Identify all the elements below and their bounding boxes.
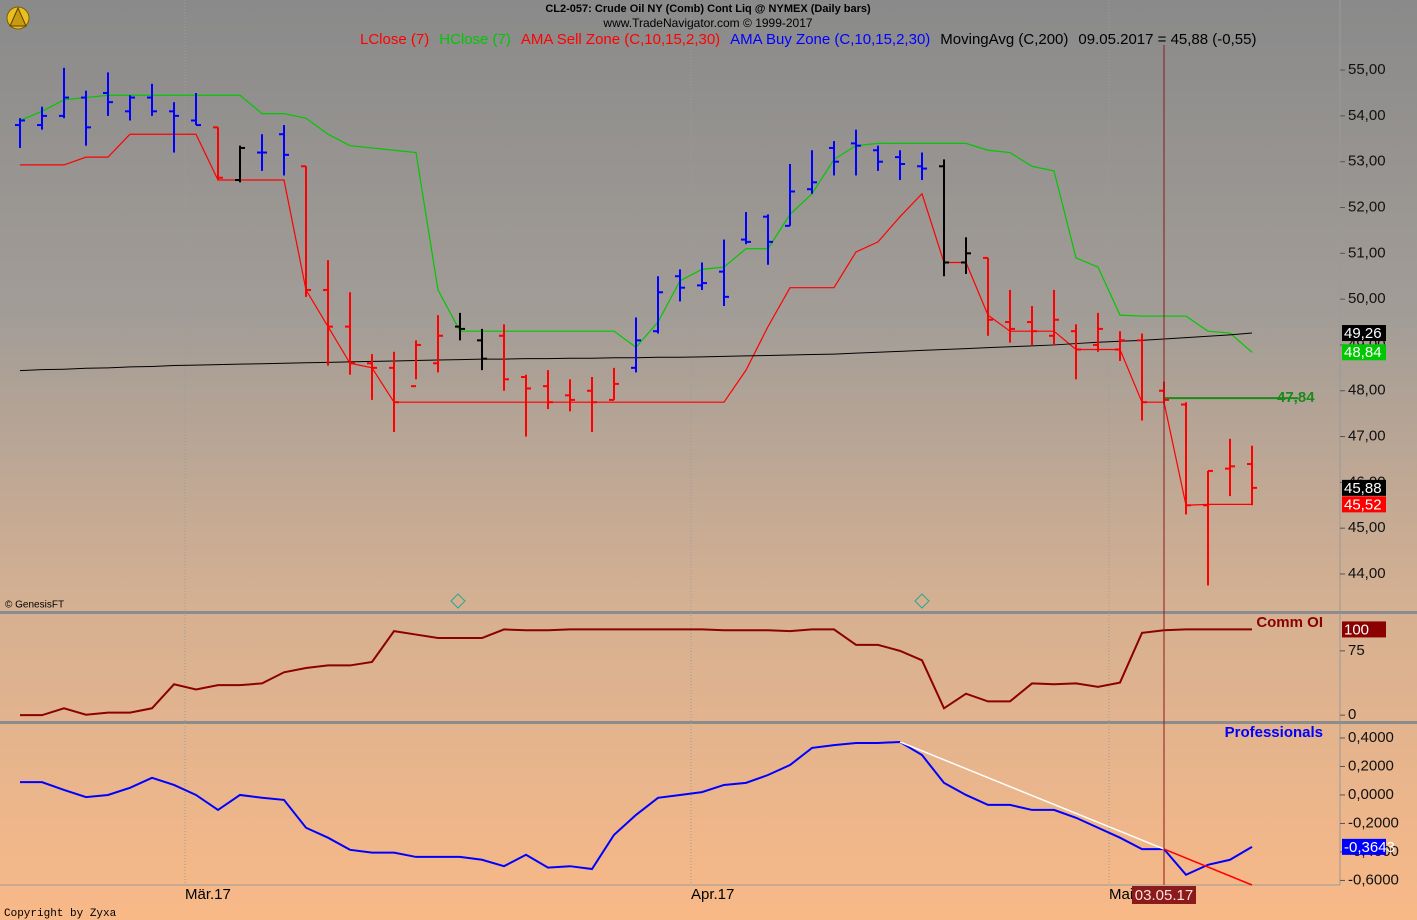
indicator-line: [20, 740, 1253, 876]
y-tick-label: 0,0000: [1348, 786, 1394, 803]
panel-title: Comm OI: [1256, 614, 1323, 631]
level-label: 47,84: [1277, 389, 1315, 406]
last-value-box: [1342, 325, 1386, 342]
last-value-label: 49,26: [1344, 325, 1382, 342]
y-tick-label: 0,4000: [1348, 729, 1394, 746]
chart-title: CL2-057: Crude Oil NY (Comb) Cont Liq @ …: [545, 3, 871, 15]
trend-line: [899, 741, 1165, 850]
y-tick-label: 52,00: [1348, 198, 1386, 215]
y-tick-label: 44,00: [1348, 565, 1386, 582]
legend-entry: MovingAvg (C,200): [940, 31, 1068, 48]
y-tick-label: 48,00: [1348, 382, 1386, 399]
y-tick-label: 47,00: [1348, 428, 1386, 445]
y-tick-label: -0,2000: [1348, 814, 1399, 831]
y-tick-label: 50,00: [1348, 290, 1386, 307]
y-tick-label: 51,00: [1348, 244, 1386, 261]
last-value-label: 100: [1344, 621, 1369, 638]
y-tick-label: 55,00: [1348, 61, 1386, 78]
panel-separator: [0, 611, 1417, 614]
y-tick-label: 53,00: [1348, 153, 1386, 170]
x-tick-label: Mär.17: [185, 886, 231, 903]
y-tick-label: 0: [1348, 706, 1356, 723]
y-tick-label: 75: [1348, 642, 1365, 659]
cursor-label: 03.05.17: [1135, 887, 1193, 904]
trend-line: [1163, 848, 1253, 886]
last-value-label: 45,88: [1344, 480, 1382, 497]
last-value-label: 48,84: [1344, 344, 1382, 361]
last-value-box: [1342, 479, 1386, 496]
legend-entry: 09.05.2017 = 45,88 (-0,55): [1078, 31, 1256, 48]
y-tick-label: 0,2000: [1348, 757, 1394, 774]
indicator-line: [20, 133, 1252, 506]
legend-entry: LClose (7): [360, 31, 429, 48]
y-tick-label: 54,00: [1348, 107, 1386, 124]
legend-entry: HClose (7): [439, 31, 511, 48]
r-marker: [450, 593, 930, 609]
source: © GenesisFT: [5, 600, 64, 611]
last-value-box: [1342, 838, 1386, 855]
panel-title: Professionals: [1225, 724, 1323, 741]
copyright: Copyright by Zyxa: [4, 908, 117, 920]
legend-entry: AMA Sell Zone (C,10,15,2,30): [521, 31, 720, 48]
indicator-line: [20, 628, 1252, 717]
last-value-label: 45,52: [1344, 496, 1382, 513]
last-value-box: [1342, 621, 1386, 638]
y-tick-label: 45,00: [1348, 519, 1386, 536]
x-tick-label: Apr.17: [691, 886, 734, 903]
chart-subtitle: www.TradeNavigator.com © 1999-2017: [602, 16, 812, 30]
last-value-box: [1342, 344, 1386, 361]
last-value-box: [1342, 496, 1386, 513]
last-value-label: -0,3643: [1344, 839, 1395, 856]
legend-entry: AMA Buy Zone (C,10,15,2,30): [730, 31, 930, 48]
logo: [6, 6, 30, 30]
panel-separator: [0, 721, 1417, 724]
y-tick-label: -0,6000: [1348, 871, 1399, 888]
cursor-box: [1132, 886, 1196, 904]
